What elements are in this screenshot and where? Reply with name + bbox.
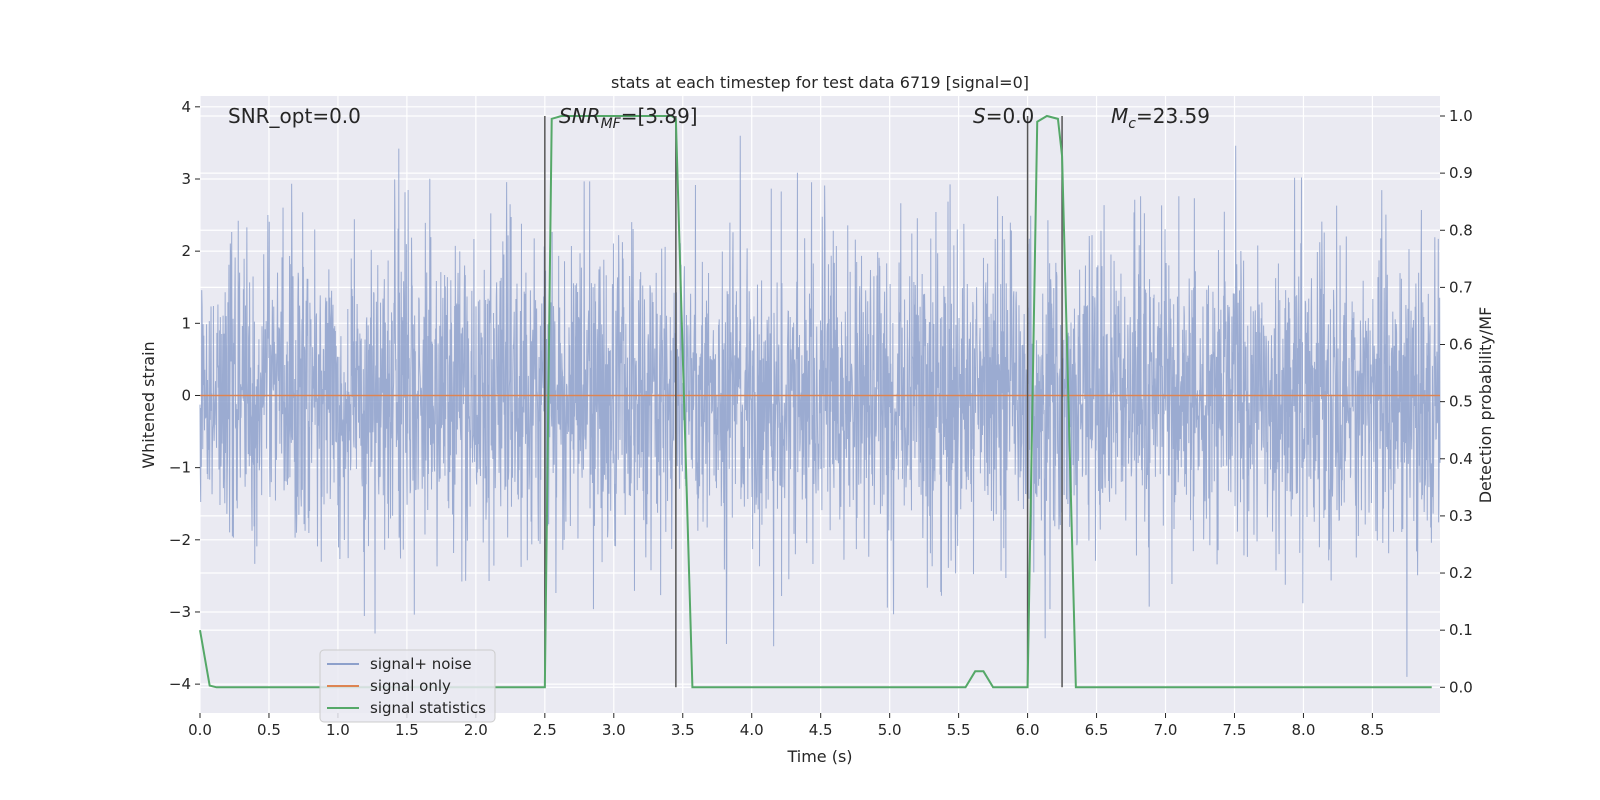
vertical-markers — [544, 115, 1063, 688]
x-tick-label: 4.0 — [740, 721, 764, 739]
y-right-tick-label: 1.0 — [1449, 107, 1473, 125]
y-left-tick-label: 3 — [181, 170, 191, 188]
mc-value: =23.59 — [1136, 104, 1210, 128]
x-tick-label: 0.0 — [188, 721, 212, 739]
y-right-tick-label: 0.1 — [1449, 621, 1473, 639]
y-left-tick-label: −4 — [169, 675, 191, 693]
x-axis-ticks: 0.0 0.5 1.0 1.5 2.0 2.5 3.0 3.5 4.0 4.5 5.0 5.5 6.0 6… — [188, 713, 1384, 739]
x-tick-label: 8.5 — [1360, 721, 1384, 739]
y-left-tick-label: 2 — [181, 242, 191, 260]
signal-statistics-line — [199, 114, 1432, 689]
snr-mf-base: SNR — [559, 104, 601, 128]
x-tick-label: 2.0 — [464, 721, 488, 739]
y-left-tick-label: 1 — [181, 314, 191, 332]
x-tick-label: 5.5 — [947, 721, 971, 739]
y-right-tick-label: 0.2 — [1449, 564, 1473, 582]
y-left-tick-label: −2 — [169, 531, 191, 549]
legend-label-signal-plus-noise: signal+ noise — [370, 655, 472, 673]
x-tick-label: 6.0 — [1016, 721, 1040, 739]
mc-subscript: c — [1128, 116, 1136, 132]
chart-title: stats at each timestep for test data 671… — [611, 73, 1029, 92]
legend-box — [319, 649, 496, 723]
x-tick-label: 1.0 — [326, 721, 350, 739]
y-right-tick-label: 0.7 — [1449, 278, 1473, 296]
y-axis-right-label: Detection probability/MF — [1476, 307, 1495, 504]
x-tick-label: 0.5 — [257, 721, 281, 739]
y-right-tick-label: 0.0 — [1449, 678, 1473, 696]
x-tick-label: 6.5 — [1085, 721, 1109, 739]
s-base: S — [973, 104, 986, 128]
x-axis-label: Time (s) — [786, 747, 852, 766]
y-right-tick-label: 0.4 — [1449, 450, 1473, 468]
y-right-tick-label: 0.8 — [1449, 221, 1473, 239]
x-tick-label: 3.5 — [671, 721, 695, 739]
x-tick-label: 5.0 — [878, 721, 902, 739]
annotation-snr-mf: SNRMF=[3.89] — [559, 104, 698, 132]
x-tick-label: 1.5 — [395, 721, 419, 739]
legend: signal+ noise signal only signal statist… — [319, 649, 496, 723]
y-left-tick-label: −1 — [169, 459, 191, 477]
x-tick-label: 7.5 — [1223, 721, 1247, 739]
x-tick-label: 7.0 — [1154, 721, 1178, 739]
y-axis-right-ticks: 0.0 0.1 0.2 0.3 0.4 0.5 0.6 0.7 0.8 0.9 1.0 — [1440, 107, 1473, 696]
series-signal-statistics — [199, 114, 1432, 689]
x-tick-label: 8.0 — [1292, 721, 1316, 739]
y-axis-left-label: Whitened strain — [139, 341, 158, 468]
snr-mf-subscript: MF — [601, 116, 622, 132]
legend-label-signal-statistics: signal statistics — [370, 699, 486, 717]
y-right-tick-label: 0.9 — [1449, 164, 1473, 182]
x-tick-label: 3.0 — [602, 721, 626, 739]
x-tick-label: 4.5 — [809, 721, 833, 739]
y-axis-left-ticks: −4 −3 −2 −1 0 1 2 3 4 — [169, 98, 200, 693]
x-tick-label: 2.5 — [533, 721, 557, 739]
y-right-tick-label: 0.6 — [1449, 336, 1473, 354]
annotation-snr-opt: SNR_opt=0.0 — [228, 104, 361, 128]
snr-mf-value: =[3.89] — [621, 104, 698, 128]
y-left-tick-label: −3 — [169, 603, 191, 621]
legend-label-signal-only: signal only — [370, 677, 451, 695]
mc-base: M — [1111, 104, 1128, 128]
annotation-s: S=0.0 — [973, 104, 1034, 128]
y-left-tick-label: 4 — [181, 98, 191, 116]
annotation-mc: Mc=23.59 — [1111, 104, 1210, 132]
y-left-tick-label: 0 — [181, 386, 191, 404]
y-right-tick-label: 0.5 — [1449, 393, 1473, 411]
y-right-tick-label: 0.3 — [1449, 507, 1473, 525]
s-value: =0.0 — [986, 104, 1035, 128]
